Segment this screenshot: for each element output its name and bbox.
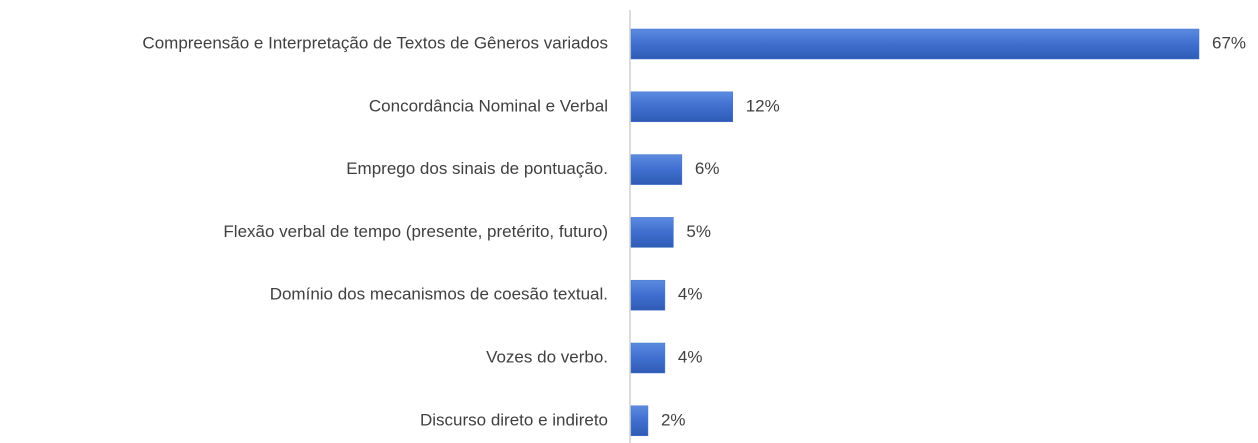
value-label: 4% (678, 347, 703, 366)
category-label: Vozes do verbo. (486, 347, 608, 366)
bar (630, 28, 1200, 60)
bar (630, 342, 666, 374)
bar (630, 91, 733, 123)
bar (630, 279, 666, 311)
category-label: Discurso direto e indireto (420, 410, 608, 429)
category-label: Flexão verbal de tempo (presente, pretér… (223, 222, 608, 241)
bar (630, 154, 683, 185)
bar (630, 217, 674, 248)
value-label: 2% (661, 410, 686, 429)
value-label: 5% (686, 222, 711, 241)
value-label: 4% (678, 285, 703, 304)
category-label: Compreensão e Interpretação de Textos de… (142, 33, 608, 52)
category-label: Emprego dos sinais de pontuação. (346, 159, 608, 178)
category-label: Domínio dos mecanismos de coesão textual… (270, 285, 608, 304)
category-label: Concordância Nominal e Verbal (369, 96, 608, 115)
value-label: 67% (1212, 33, 1246, 52)
value-label: 6% (695, 159, 720, 178)
value-label: 12% (746, 96, 780, 115)
bar (630, 405, 649, 437)
